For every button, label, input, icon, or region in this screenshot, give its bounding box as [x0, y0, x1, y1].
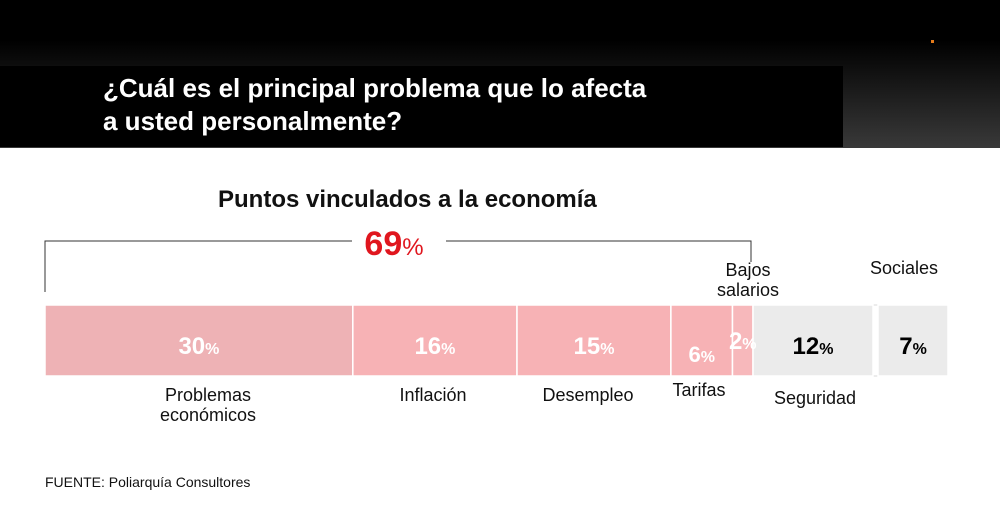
bracket-right [446, 240, 752, 262]
value-label-7: 7% [899, 333, 927, 360]
bar-segment-1 [44, 304, 354, 377]
chart-title: ¿Cuál es el principal problema que lo af… [103, 72, 803, 138]
value-label-1: 30% [178, 333, 219, 360]
group-total-label: 69% [364, 225, 423, 263]
title-line-1: ¿Cuál es el principal problema que lo af… [103, 73, 647, 103]
bar-segment-6 [752, 304, 874, 377]
source-note: FUENTE: Poliarquía Consultores [45, 474, 251, 490]
category-label-4: Tarifas [672, 380, 725, 400]
accent-dot [931, 40, 934, 43]
value-label-5: 2% [729, 328, 757, 355]
bar-segment-7 [877, 304, 949, 377]
category-label-7: Sociales [870, 258, 938, 278]
category-label-1: Problemas económicos [160, 385, 256, 425]
category-label-3: Desempleo [542, 385, 633, 405]
value-label-2: 16% [414, 333, 455, 360]
value-label-4: 6% [688, 342, 714, 367]
value-label-6: 12% [793, 333, 834, 360]
value-label-3: 15% [573, 333, 614, 360]
title-line-2: a usted personalmente? [103, 106, 403, 136]
title-box [0, 66, 843, 147]
bracket-left [44, 240, 352, 292]
category-label-6: Seguridad [774, 388, 856, 408]
category-label-5: Bajos salarios [717, 260, 779, 300]
chart-subtitle: Puntos vinculados a la economía [218, 186, 597, 213]
category-label-2: Inflación [399, 385, 466, 405]
bar-segment-4 [670, 304, 734, 377]
